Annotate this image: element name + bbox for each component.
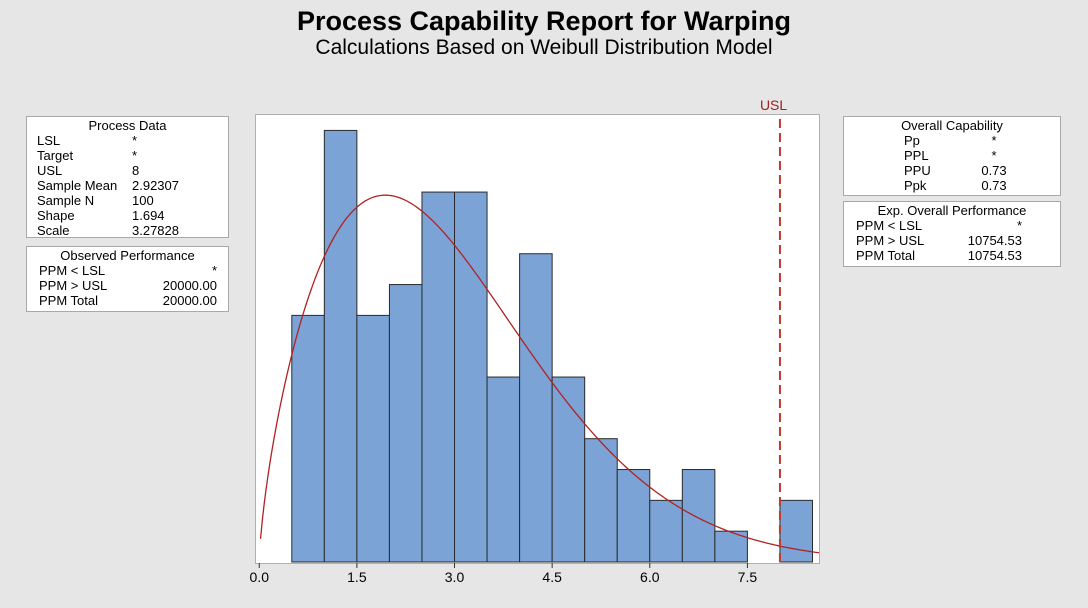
- histogram-bar: [584, 438, 618, 563]
- histogram-bar: [616, 469, 651, 563]
- observed-performance-value: 20000.00: [162, 293, 217, 308]
- process-data-label: LSL: [37, 133, 61, 148]
- process-data-label: Scale: [37, 223, 70, 238]
- exp-overall-performance-panel: Exp. Overall Performance PPM < LSL * PPM >…: [843, 201, 1061, 267]
- process-data-value: *: [132, 133, 138, 148]
- process-data-row: LSL *: [37, 133, 218, 148]
- histogram-bar: [323, 129, 358, 563]
- overall-capability-panel: Overall Capability Pp * PPL * PPU 0.73 Ppk 0.73: [843, 116, 1061, 196]
- histogram-bar: [486, 376, 521, 563]
- overall-capability-row: Ppk 0.73: [856, 178, 1048, 193]
- observed-performance-rows: PPM < LSL * PPM > USL 20000.00 PPM Total 2000…: [39, 263, 217, 308]
- process-data-value: 2.92307: [132, 178, 179, 193]
- process-data-label: USL: [37, 163, 63, 178]
- exp-overall-performance-value: *: [1016, 218, 1022, 233]
- process-data-label: Shape: [37, 208, 75, 223]
- process-data-label: Sample N: [37, 193, 95, 208]
- usl-label: USL: [759, 97, 788, 113]
- process-data-panel: Process Data LSL * Target * USL 8 Sample Mean 2…: [26, 116, 229, 238]
- overall-capability-label: Ppk: [904, 178, 927, 193]
- exp-overall-performance-label: PPM > USL: [856, 233, 925, 248]
- overall-capability-rows: Pp * PPL * PPU 0.73 Ppk 0.73: [856, 133, 1048, 193]
- observed-performance-label: PPM < LSL: [39, 263, 106, 278]
- process-data-row: Target *: [37, 148, 218, 163]
- x-tick-label: 7.5: [738, 569, 758, 585]
- overall-capability-header: Overall Capability: [901, 118, 1003, 133]
- observed-performance-row: PPM < LSL *: [39, 263, 217, 278]
- exp-overall-performance-header: Exp. Overall Performance: [877, 203, 1027, 218]
- overall-capability-label: PPU: [904, 163, 931, 178]
- histogram-bar: [519, 253, 553, 563]
- histogram-bar: [356, 314, 390, 563]
- exp-overall-performance-label: PPM < LSL: [856, 218, 923, 233]
- overall-capability-label: Pp: [904, 133, 920, 148]
- process-data-value: 8: [132, 163, 140, 178]
- report-subtitle: Calculations Based on Weibull Distributi…: [315, 36, 773, 59]
- overall-capability-row: Pp *: [856, 133, 1048, 148]
- process-data-row: Sample Mean 2.92307: [37, 178, 218, 193]
- process-data-value: 3.27828: [132, 223, 179, 238]
- overall-capability-row: PPL *: [856, 148, 1048, 163]
- observed-performance-value: *: [211, 263, 217, 278]
- exp-overall-performance-row: PPM < LSL *: [856, 218, 1048, 233]
- report-title: Process Capability Report for Warping: [296, 6, 792, 36]
- observed-performance-header: Observed Performance: [60, 248, 195, 263]
- overall-capability-label: PPL: [904, 148, 929, 163]
- overall-capability-value: *: [991, 148, 997, 163]
- process-data-row: Scale 3.27828: [37, 223, 218, 238]
- exp-overall-performance-rows: PPM < LSL * PPM > USL 10754.53 PPM Total 1075…: [856, 218, 1048, 263]
- x-tick-label: 4.5: [542, 569, 562, 585]
- observed-performance-row: PPM Total 20000.00: [39, 293, 217, 308]
- weibull-fit-curve: [259, 194, 820, 554]
- histogram-bar: [421, 191, 456, 563]
- overall-capability-value: *: [991, 133, 997, 148]
- histogram-bar: [649, 499, 683, 563]
- observed-performance-panel: Observed Performance PPM < LSL * PPM > USL…: [26, 246, 229, 312]
- exp-overall-performance-value: 10754.53: [967, 248, 1022, 263]
- histogram-bar: [291, 314, 325, 563]
- overall-capability-value: 0.73: [981, 178, 1007, 193]
- exp-overall-performance-row: PPM > USL 10754.53: [856, 233, 1048, 248]
- exp-overall-performance-row: PPM Total 10754.53: [856, 248, 1048, 263]
- histogram-bar: [681, 469, 716, 563]
- process-data-label: Sample Mean: [37, 178, 118, 193]
- process-data-row: Shape 1.694: [37, 208, 218, 223]
- x-tick-label: 1.5: [347, 569, 367, 585]
- overall-capability-row: PPU 0.73: [856, 163, 1048, 178]
- process-data-label: Target: [37, 148, 74, 163]
- observed-performance-value: 20000.00: [162, 278, 217, 293]
- process-data-rows: LSL * Target * USL 8 Sample Mean 2.92307 Sample …: [37, 133, 218, 238]
- title-block: Process Capability Report for Warping Ca…: [0, 6, 1088, 60]
- observed-performance-row: PPM > USL 20000.00: [39, 278, 217, 293]
- observed-performance-label: PPM > USL: [39, 278, 108, 293]
- exp-overall-performance-label: PPM Total: [856, 248, 916, 263]
- process-data-row: Sample N 100: [37, 193, 218, 208]
- x-tick-label: 0.0: [250, 569, 270, 585]
- observed-performance-label: PPM Total: [39, 293, 99, 308]
- x-tick-label: 3.0: [445, 569, 465, 585]
- process-data-value: 100: [132, 193, 154, 208]
- exp-overall-performance-value: 10754.53: [967, 233, 1022, 248]
- histogram-bar: [388, 284, 423, 563]
- process-data-header: Process Data: [88, 118, 167, 133]
- process-data-row: USL 8: [37, 163, 218, 178]
- histogram-bar: [779, 499, 813, 563]
- process-data-value: *: [132, 148, 138, 163]
- histogram-bar: [551, 376, 586, 563]
- overall-capability-value: 0.73: [981, 163, 1007, 178]
- x-tick-label: 6.0: [640, 569, 660, 585]
- histogram-bar: [454, 191, 488, 563]
- process-data-value: 1.694: [132, 208, 165, 223]
